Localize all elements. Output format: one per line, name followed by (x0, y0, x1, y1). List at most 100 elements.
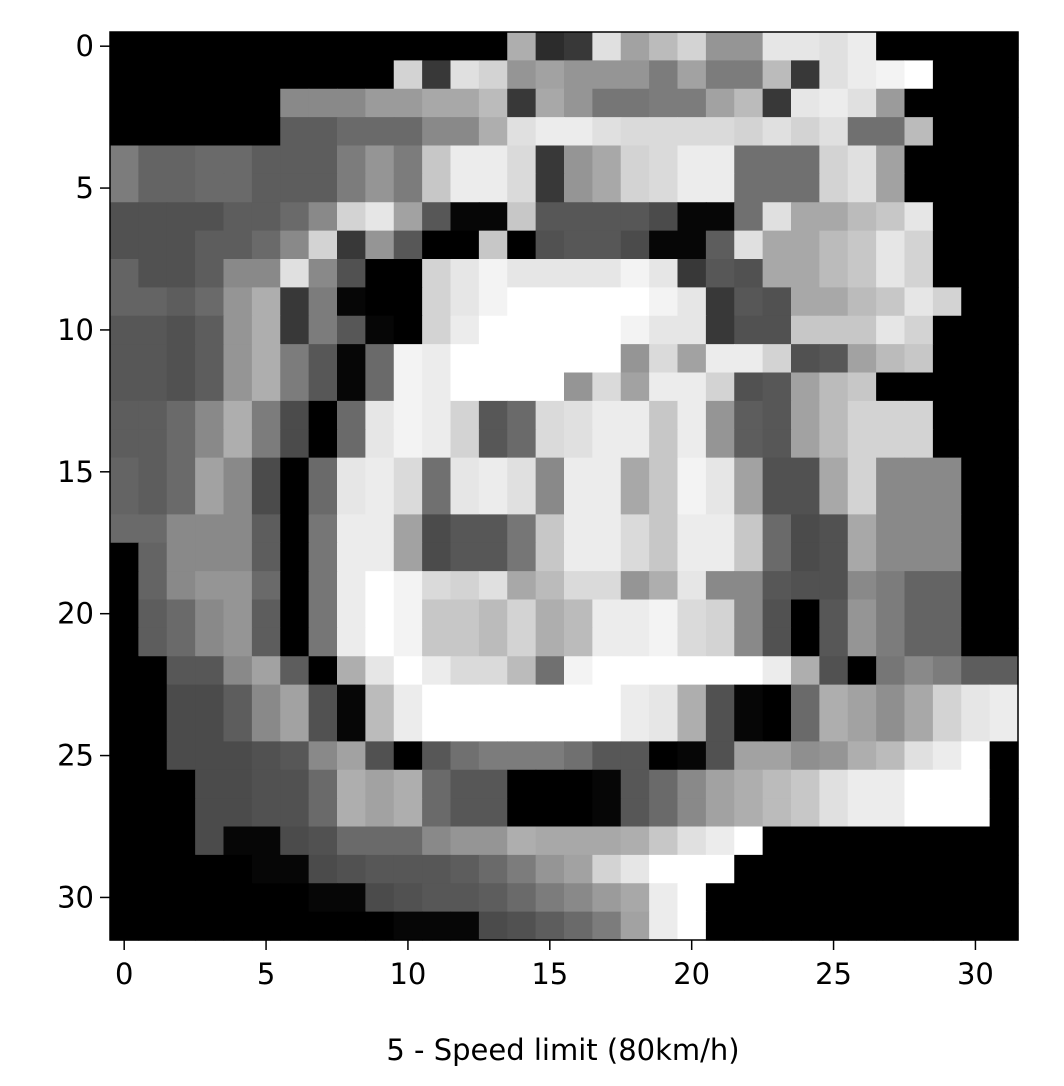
heatmap-cell (876, 542, 906, 572)
heatmap-cell (450, 145, 480, 175)
x-tick-label: 0 (115, 957, 133, 991)
heatmap-cell (365, 769, 395, 799)
heatmap-cell (195, 173, 225, 203)
heatmap-cell (705, 173, 735, 203)
heatmap-cell (251, 259, 281, 288)
heatmap-cell (762, 656, 792, 686)
heatmap-cell (138, 259, 168, 288)
heatmap-cell (535, 32, 565, 61)
heatmap-cell (110, 400, 139, 430)
heatmap-cell (478, 656, 508, 686)
heatmap-cell (110, 429, 139, 459)
heatmap-cell (478, 287, 508, 317)
heatmap-cell (535, 230, 565, 260)
heatmap-cell (478, 571, 508, 601)
heatmap-cell (677, 741, 707, 771)
heatmap-cell (365, 173, 395, 203)
heatmap-cell (961, 259, 991, 288)
heatmap-cell (280, 713, 310, 742)
heatmap-cell (932, 202, 962, 232)
heatmap-cell (166, 429, 196, 459)
heatmap-cell (932, 627, 962, 657)
heatmap-cell (110, 202, 139, 232)
heatmap-cell (280, 400, 310, 430)
heatmap-cell (365, 798, 395, 828)
heatmap-cell (422, 656, 452, 686)
heatmap-cell (450, 571, 480, 601)
heatmap-cell (932, 684, 962, 714)
heatmap-cell (138, 769, 168, 799)
heatmap-cell (564, 344, 593, 374)
heatmap-cell (932, 514, 962, 544)
heatmap-cell (649, 173, 679, 203)
heatmap-cell (166, 32, 196, 61)
heatmap-cell (478, 60, 508, 90)
y-tick-label: 0 (76, 29, 94, 63)
heatmap-cell (251, 457, 281, 487)
heatmap-cell (620, 32, 650, 61)
heatmap-cell (819, 372, 849, 402)
heatmap-cell (705, 202, 735, 232)
heatmap-cell (308, 32, 338, 61)
heatmap-cell (734, 60, 764, 90)
heatmap-cell (280, 32, 310, 61)
heatmap-cell (110, 344, 139, 374)
heatmap-cell (677, 684, 707, 714)
heatmap-cell (478, 826, 508, 856)
heatmap-cell (904, 230, 934, 260)
heatmap-cell (592, 854, 622, 884)
heatmap-cell (592, 145, 622, 175)
heatmap-cell (734, 571, 764, 601)
heatmap-cell (223, 88, 253, 118)
heatmap-cell (507, 911, 537, 941)
heatmap-cell (393, 798, 423, 828)
heatmap-cell (365, 854, 395, 884)
heatmap-cell (138, 854, 168, 884)
heatmap-cell (251, 88, 281, 118)
heatmap-cell (223, 287, 253, 317)
heatmap-cell (932, 230, 962, 260)
heatmap-cell (592, 542, 622, 572)
heatmap-cell (762, 486, 792, 515)
heatmap-cell (819, 684, 849, 714)
heatmap-cell (620, 429, 650, 459)
heatmap-cell (450, 769, 480, 799)
heatmap-cell (223, 769, 253, 799)
heatmap-cell (564, 542, 593, 572)
heatmap-cell (677, 117, 707, 147)
x-axis-label: 5 - Speed limit (80km/h) (386, 1033, 739, 1067)
heatmap-cell (507, 287, 537, 317)
heatmap-cell (762, 145, 792, 175)
heatmap-cell (393, 202, 423, 232)
heatmap-cell (564, 117, 593, 147)
heatmap-cell (904, 287, 934, 317)
heatmap-cell (138, 883, 168, 913)
heatmap-cell (422, 145, 452, 175)
heatmap-cell (734, 287, 764, 317)
heatmap-cell (677, 571, 707, 601)
heatmap-cell (564, 713, 593, 742)
heatmap-cell (280, 798, 310, 828)
heatmap-cell (195, 854, 225, 884)
heatmap-cell (110, 287, 139, 317)
heatmap-cell (649, 344, 679, 374)
heatmap-cell (677, 287, 707, 317)
heatmap-cell (705, 854, 735, 884)
heatmap-cell (876, 344, 906, 374)
heatmap-cell (847, 883, 877, 913)
heatmap-cell (110, 117, 139, 147)
heatmap-cell (280, 769, 310, 799)
heatmap-cell (110, 457, 139, 487)
heatmap-cell (223, 883, 253, 913)
heatmap-cell (876, 60, 906, 90)
heatmap-cell (535, 741, 565, 771)
heatmap-cell (876, 230, 906, 260)
heatmap-cell (705, 88, 735, 118)
heatmap-cell (620, 202, 650, 232)
heatmap-cell (932, 826, 962, 856)
heatmap-cell (365, 400, 395, 430)
heatmap-cell (564, 60, 593, 90)
heatmap-cell (677, 32, 707, 61)
heatmap-cell (450, 32, 480, 61)
heatmap-cell (620, 854, 650, 884)
